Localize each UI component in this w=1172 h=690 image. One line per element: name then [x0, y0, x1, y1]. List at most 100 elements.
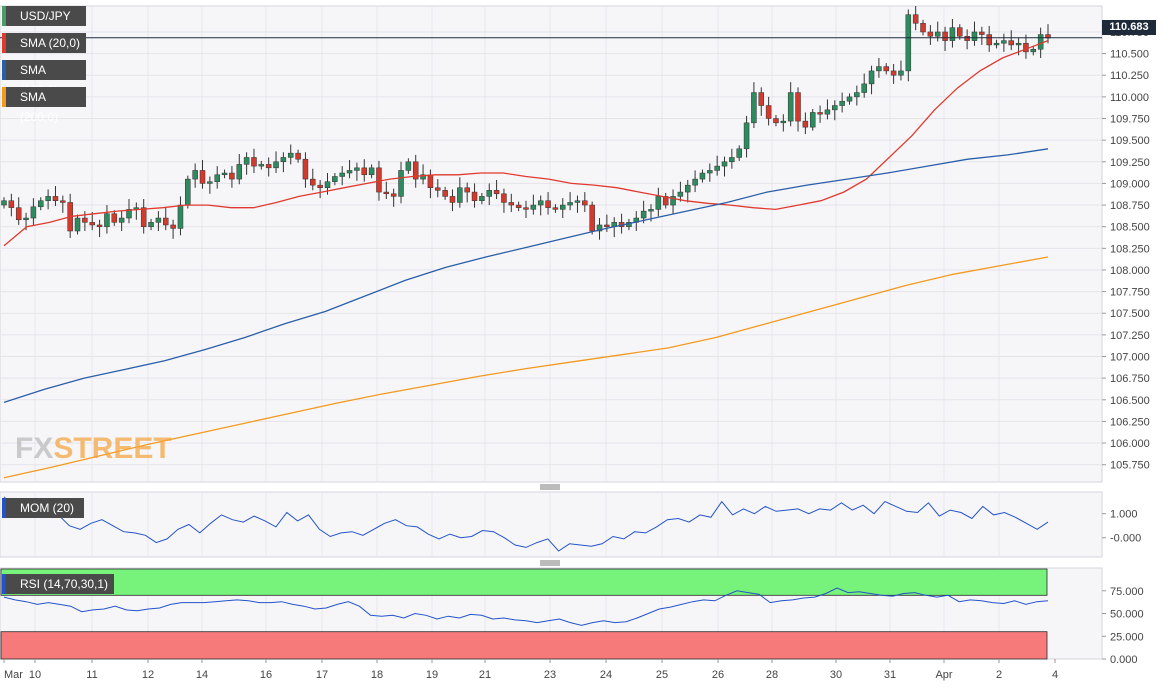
- price-tick-label: 109.000: [1110, 178, 1150, 190]
- momentum-tick-label: 1.000: [1110, 509, 1138, 521]
- price-tick-label: 106.750: [1110, 373, 1150, 385]
- momentum-line: [3, 496, 1049, 552]
- candle-bearish: [493, 190, 500, 195]
- price-tick-label: 110.000: [1110, 92, 1149, 104]
- candle-bearish: [361, 167, 368, 176]
- x-tick-label: 12: [142, 669, 154, 681]
- candle-bearish: [435, 187, 441, 191]
- candle-bearish: [927, 31, 934, 37]
- candle-bearish: [464, 187, 470, 193]
- legend-rsi[interactable]: RSI (14,70,30,1): [2, 574, 114, 594]
- candle-bullish: [457, 187, 463, 203]
- price-tick-label: 105.750: [1110, 460, 1150, 472]
- candle-bearish: [199, 170, 206, 184]
- candle-bullish: [854, 92, 860, 98]
- x-tick-label: 10: [29, 669, 41, 681]
- candle-bullish: [743, 122, 750, 150]
- candle-bullish: [185, 178, 191, 206]
- price-tick-label: 109.250: [1110, 157, 1150, 169]
- candle-bullish: [104, 213, 110, 227]
- candle-bullish: [751, 92, 757, 124]
- candle-bullish: [1037, 34, 1044, 50]
- candle-bearish: [15, 207, 22, 221]
- candle-bullish: [214, 174, 220, 182]
- candle-bullish: [287, 152, 294, 158]
- legend-momentum[interactable]: MOM (20): [2, 498, 84, 518]
- x-tick-label: 26: [712, 669, 724, 681]
- candle-bullish: [655, 196, 662, 210]
- candle-bullish: [38, 200, 44, 208]
- candlestick-series: [1, 6, 1051, 240]
- candle-bearish: [265, 164, 272, 169]
- legend-momentum-label: MOM (20): [20, 501, 74, 515]
- rsi-tick-label: 0.000: [1110, 654, 1138, 666]
- rsi-overbought-zone: [0, 568, 1048, 596]
- candle-bearish: [412, 161, 419, 180]
- candle-bearish: [251, 157, 257, 167]
- x-tick-label: 2: [996, 669, 1002, 681]
- candle-bullish: [530, 204, 537, 210]
- candle-bearish: [449, 196, 456, 203]
- candle-bearish: [802, 120, 809, 128]
- legend-sma100[interactable]: SMA (100,0): [2, 60, 86, 97]
- candle-bullish: [339, 172, 345, 177]
- candle-bullish: [243, 157, 250, 165]
- candle-bullish: [221, 172, 228, 176]
- candle-bullish: [868, 70, 875, 85]
- candle-bullish: [280, 157, 287, 163]
- candle-bearish: [912, 14, 919, 24]
- candle-bearish: [883, 66, 890, 72]
- price-tick-label: 108.000: [1110, 265, 1150, 277]
- price-tick-label: 106.250: [1110, 416, 1150, 428]
- candle-bearish: [162, 217, 169, 226]
- candle-bullish: [346, 170, 353, 174]
- x-tick-label: 24: [600, 669, 612, 681]
- legend-sma200[interactable]: SMA (200,0): [2, 87, 86, 124]
- candle-bullish: [324, 181, 331, 188]
- candle-bearish: [170, 224, 176, 229]
- candle-bullish: [714, 165, 720, 171]
- legend-sma20[interactable]: SMA (20,0): [2, 33, 86, 53]
- candle-bullish: [1030, 49, 1037, 53]
- candle-bearish: [111, 213, 118, 223]
- candle-bearish: [96, 224, 103, 227]
- candle-bullish: [596, 224, 603, 232]
- x-tick-label: 23: [544, 669, 556, 681]
- candle-bearish: [383, 191, 390, 195]
- candle-bullish: [729, 157, 735, 163]
- candle-bearish: [302, 158, 309, 180]
- candle-bearish: [523, 207, 529, 210]
- candle-bullish: [839, 100, 845, 106]
- candle-bullish: [30, 206, 37, 219]
- price-tick-label: 107.500: [1110, 308, 1150, 320]
- legend-sma20-label: SMA (20,0): [20, 36, 81, 50]
- candle-bullish: [45, 196, 51, 201]
- candle-bearish: [471, 191, 478, 201]
- candle-bullish: [692, 178, 698, 186]
- candle-bullish: [192, 170, 198, 180]
- candle-bullish: [155, 217, 162, 223]
- x-tick-label: 19: [426, 669, 438, 681]
- candle-bullish: [949, 27, 956, 41]
- candle-bullish: [787, 92, 794, 122]
- candle-bearish: [229, 172, 235, 180]
- candle-bullish: [809, 112, 816, 128]
- x-tick-label: 28: [766, 669, 778, 681]
- rsi-oversold-zone: [0, 631, 1048, 660]
- candle-bearish: [589, 204, 595, 232]
- sma-line-2: [3, 256, 1049, 479]
- candle-bullish: [707, 170, 713, 174]
- fxstreet-watermark-logo: FXSTREET: [15, 432, 172, 465]
- legend-usdjpy[interactable]: USD/JPY: [2, 6, 86, 26]
- candle-bullish: [177, 204, 184, 229]
- x-tick-label: 21: [479, 669, 491, 681]
- candle-bullish: [699, 172, 706, 180]
- candle-bullish: [420, 174, 426, 180]
- candle-bullish: [148, 222, 154, 227]
- x-tick-label: Mar: [4, 669, 23, 681]
- sma-line-0: [3, 39, 1049, 247]
- x-tick-label: 4: [1052, 669, 1058, 681]
- price-tick-label: 109.500: [1110, 135, 1150, 147]
- candle-bullish: [640, 210, 647, 219]
